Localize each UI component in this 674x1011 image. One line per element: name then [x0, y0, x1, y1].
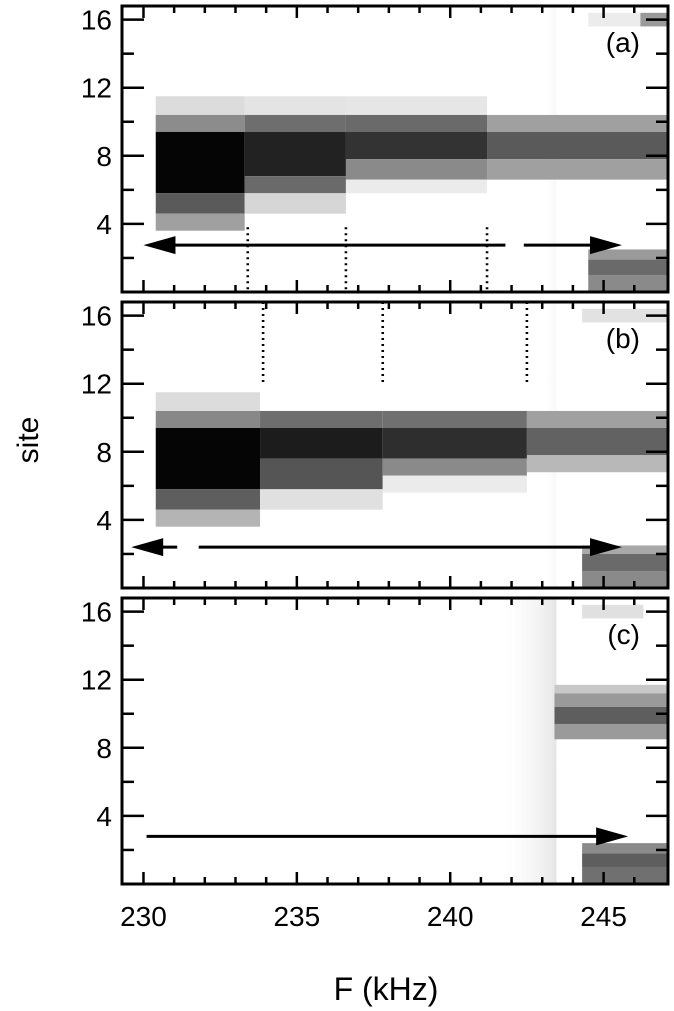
x-tick-label: 230 [120, 901, 167, 932]
heatmap-cell [155, 392, 261, 411]
heatmap-cell [155, 193, 245, 214]
y-tick-label: 8 [96, 141, 112, 172]
fade-region [499, 598, 557, 884]
x-tick-label: 235 [273, 901, 320, 932]
heatmap-cell [244, 193, 346, 214]
heatmap-cell [582, 604, 644, 619]
heatmap-cell [155, 213, 245, 231]
heatmap-cell [382, 458, 527, 476]
heatmap-cell [244, 176, 346, 194]
y-tick-label: 16 [81, 5, 112, 36]
panel-3: 4 8 12 16 (c) [81, 596, 670, 886]
heatmap-cell [588, 274, 668, 292]
arrow-head-right [589, 538, 622, 557]
heatmap-cell [345, 179, 488, 194]
heatmap-cell [487, 131, 668, 160]
heatmap-cell [260, 427, 383, 459]
y-tick-label: 16 [81, 301, 112, 332]
heatmap-cell [487, 159, 668, 180]
heatmap-cell [554, 706, 668, 724]
y-tick-label: 12 [81, 369, 112, 400]
heatmap-cell [345, 114, 488, 132]
heatmap-cell [244, 96, 346, 115]
heatmap-cell [244, 114, 346, 132]
heatmap-cell [155, 427, 261, 490]
x-axis-label: F (kHz) [334, 971, 439, 1007]
heatmap-cell [582, 866, 668, 884]
heatmap-cell [345, 96, 488, 115]
x-tick-label: 245 [580, 901, 627, 932]
heatmap-cell [588, 249, 668, 260]
heatmap-cell [554, 693, 668, 707]
y-tick-label: 4 [96, 209, 112, 240]
panel-1: 4 8 12 16 (a) [81, 4, 670, 294]
heatmap-cell [345, 131, 488, 160]
heatmap-cell [588, 259, 668, 275]
y-axis-label: site [12, 417, 45, 464]
arrow-head-left [143, 236, 176, 255]
heatmap-cell [155, 489, 261, 510]
x-tick-label: 240 [427, 901, 474, 932]
panel-label: (b) [606, 323, 640, 354]
heatmap-cell [260, 410, 383, 428]
heatmap-cell [382, 427, 527, 459]
panel-frame [120, 596, 670, 886]
heatmap-cell [155, 114, 245, 132]
heatmap-cell [155, 410, 261, 428]
heatmap-cell [582, 853, 668, 867]
y-tick-label: 16 [81, 597, 112, 628]
panel-label: (a) [606, 27, 640, 58]
heatmap-cell [582, 570, 668, 588]
heatmap-cell [382, 475, 527, 493]
heatmap-cell [582, 553, 668, 571]
heatmap-cell [345, 159, 488, 180]
y-tick-label: 4 [96, 505, 112, 536]
heatmap-cell [526, 427, 668, 456]
heatmap-cell [382, 410, 527, 428]
heatmap-cell [487, 114, 668, 132]
panel-frame [120, 4, 670, 294]
heatmap-cell [260, 489, 383, 510]
heatmap-cell [244, 131, 346, 177]
heatmap-cell [554, 723, 668, 740]
panel-frame [120, 300, 670, 590]
heatmap-cell [155, 509, 261, 527]
heatmap-cell [526, 410, 668, 428]
y-tick-label: 8 [96, 733, 112, 764]
heatmap-cell [155, 131, 245, 194]
heatmap-cell [582, 545, 668, 554]
y-tick-label: 12 [81, 665, 112, 696]
y-tick-label: 12 [81, 73, 112, 104]
arrow-head-right [589, 236, 622, 255]
arrow-head-left [131, 538, 164, 557]
y-tick-label: 4 [96, 801, 112, 832]
panel-label: (c) [607, 619, 640, 650]
heatmap-cell [526, 455, 668, 473]
heatmap-cell [582, 843, 668, 854]
heatmap-cell [588, 12, 641, 27]
heatmap-cell [554, 684, 668, 694]
heatmap-cell [260, 458, 383, 490]
panel-2: 4 8 12 16 (b) [81, 300, 670, 590]
arrow-head-right [596, 827, 629, 846]
y-tick-label: 8 [96, 437, 112, 468]
